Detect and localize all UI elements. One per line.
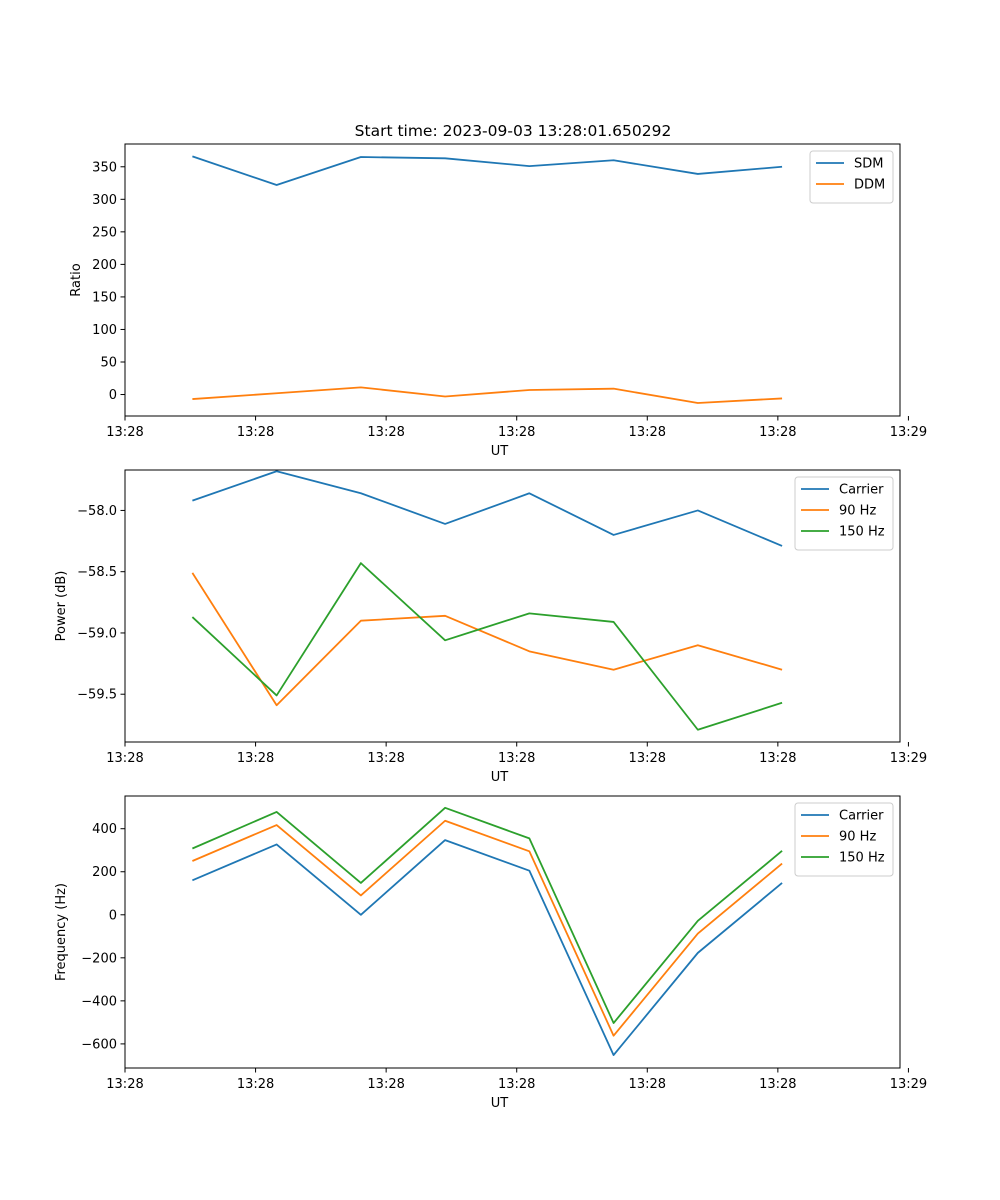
y-tick-label: 350 bbox=[92, 160, 117, 175]
y-tick-label: 150 bbox=[92, 290, 117, 305]
series-line-150-hz bbox=[191, 562, 783, 731]
x-axis-label: UT bbox=[491, 444, 509, 459]
y-tick-label: −600 bbox=[81, 1037, 117, 1052]
series-line-150-hz bbox=[192, 806, 783, 1024]
x-tick-label: 13:28 bbox=[498, 1077, 535, 1092]
x-tick-label: 13:28 bbox=[629, 1077, 666, 1092]
x-axis-label: UT bbox=[491, 770, 509, 785]
y-axis-label: Ratio bbox=[69, 263, 84, 296]
legend-label-150-hz: 150 Hz bbox=[839, 525, 885, 540]
x-tick-label: 13:28 bbox=[367, 425, 404, 440]
x-tick-label: 13:29 bbox=[890, 751, 927, 766]
y-tick-label: 300 bbox=[92, 193, 117, 208]
x-tick-label: 13:28 bbox=[237, 425, 274, 440]
legend: Carrier 90 Hz 150 Hz bbox=[794, 476, 894, 551]
x-tick-label: 13:28 bbox=[759, 1077, 796, 1092]
y-tick-label: 250 bbox=[92, 225, 117, 240]
y-tick-label: −400 bbox=[81, 994, 117, 1009]
axes-frame bbox=[124, 795, 901, 1069]
legend-label-90-hz: 90 Hz bbox=[839, 830, 876, 845]
series-line-sdm bbox=[192, 155, 783, 186]
series-line-ddm bbox=[192, 386, 783, 404]
x-tick-label: 13:28 bbox=[629, 425, 666, 440]
x-tick-label: 13:28 bbox=[367, 1077, 404, 1092]
y-tick-label: 100 bbox=[92, 323, 117, 338]
x-tick-label: 13:28 bbox=[106, 751, 143, 766]
chart-panel-3: 13:28 13:28 13:28 13:28 13:28 13:28 13:29 −600 −… bbox=[54, 795, 927, 1111]
x-tick-label: 13:28 bbox=[106, 425, 143, 440]
x-tick-label: 13:28 bbox=[759, 425, 796, 440]
y-tick-label: 50 bbox=[100, 355, 117, 370]
axes-frame bbox=[124, 469, 901, 743]
legend-label-sdm: SDM bbox=[854, 157, 883, 172]
y-tick-label: 200 bbox=[92, 258, 117, 273]
legend-label-carrier: Carrier bbox=[839, 809, 884, 824]
axes-frame bbox=[124, 143, 901, 417]
x-tick-label: 13:29 bbox=[890, 425, 927, 440]
series-line-90-hz bbox=[191, 572, 783, 707]
legend: Carrier 90 Hz 150 Hz bbox=[794, 802, 894, 877]
series-line-90-hz bbox=[192, 819, 783, 1037]
x-tick-label: 13:29 bbox=[890, 1077, 927, 1092]
x-axis-label: UT bbox=[491, 1096, 509, 1111]
x-tick-label: 13:28 bbox=[237, 751, 274, 766]
charts: 13:28 13:28 13:28 13:28 13:28 13:28 13:29 0 50 10… bbox=[54, 143, 927, 1111]
legend-box bbox=[809, 150, 894, 204]
legend: SDM DDM bbox=[809, 150, 894, 204]
x-tick-label: 13:28 bbox=[237, 1077, 274, 1092]
legend-label-carrier: Carrier bbox=[839, 483, 884, 498]
legend-label-90-hz: 90 Hz bbox=[839, 504, 876, 519]
legend-label-ddm: DDM bbox=[854, 178, 885, 193]
chart-panel-1: 13:28 13:28 13:28 13:28 13:28 13:28 13:29 0 50 10… bbox=[69, 143, 927, 459]
y-axis-label: Frequency (Hz) bbox=[54, 883, 69, 981]
chart-panel-2: 13:28 13:28 13:28 13:28 13:28 13:28 13:29 −59.5… bbox=[54, 469, 927, 785]
y-tick-label: −59.5 bbox=[77, 688, 117, 703]
x-tick-label: 13:28 bbox=[498, 751, 535, 766]
y-axis-label: Power (dB) bbox=[54, 571, 69, 642]
y-tick-label: 200 bbox=[92, 865, 117, 880]
x-tick-label: 13:28 bbox=[629, 751, 666, 766]
y-tick-label: −59.0 bbox=[77, 626, 117, 641]
y-tick-label: −58.5 bbox=[77, 565, 117, 580]
x-tick-label: 13:28 bbox=[759, 751, 796, 766]
series-line-carrier bbox=[192, 470, 783, 547]
x-tick-label: 13:28 bbox=[106, 1077, 143, 1092]
y-tick-label: −58.0 bbox=[77, 504, 117, 519]
legend-label-150-hz: 150 Hz bbox=[839, 851, 885, 866]
series-line-carrier bbox=[192, 839, 783, 1056]
figure-title: Start time: 2023-09-03 13:28:01.650292 bbox=[355, 122, 672, 140]
y-tick-label: −200 bbox=[81, 951, 117, 966]
y-tick-label: 0 bbox=[109, 908, 117, 923]
y-tick-label: 0 bbox=[109, 388, 117, 403]
x-tick-label: 13:28 bbox=[367, 751, 404, 766]
y-tick-label: 400 bbox=[92, 822, 117, 837]
x-tick-label: 13:28 bbox=[498, 425, 535, 440]
